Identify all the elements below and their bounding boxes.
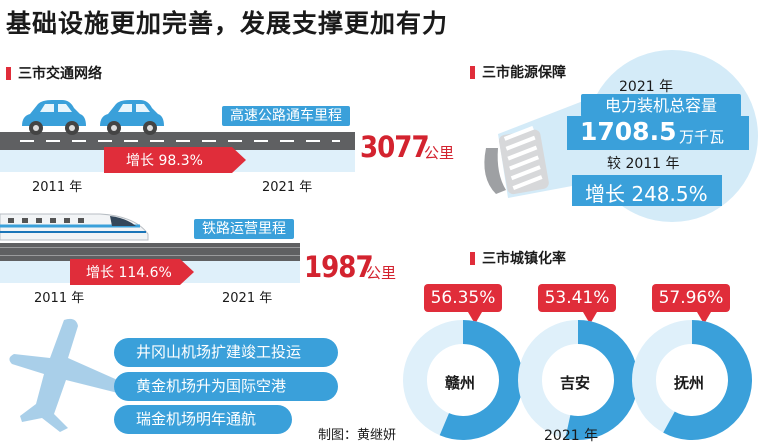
airport-item: 黄金机场升为国际空港 — [114, 372, 338, 401]
compare-label: 较 2011 年 — [607, 156, 680, 172]
railway-label: 铁路运营里程 — [194, 219, 294, 239]
airport-item: 井冈山机场扩建竣工投运 — [114, 338, 338, 367]
railway-growth-arrow — [70, 259, 194, 285]
urbanization-year: 2021 年 — [544, 428, 599, 444]
capacity-unit: 万千瓦 — [679, 128, 725, 146]
energy-year: 2021 年 — [619, 79, 674, 95]
rate-badge-pointer — [583, 312, 597, 324]
railway-value: 1987 — [304, 250, 374, 284]
highway-road — [0, 132, 355, 150]
donut-segment — [439, 320, 523, 440]
car-icon — [100, 100, 164, 135]
airport-item: 瑞金机场明年通航 — [114, 405, 292, 434]
capacity-label: 电力装机总容量 — [581, 94, 741, 117]
highway-unit: 公里 — [424, 144, 455, 162]
section-marker — [470, 252, 475, 265]
highway-value: 3077 — [360, 130, 430, 164]
page-title: 基础设施更加完善，发展支撑更加有力 — [6, 9, 449, 38]
energy-growth: 增长 248.5% — [585, 182, 708, 206]
city-name: 吉安 — [560, 374, 591, 392]
rate-badge: 57.96% — [652, 284, 730, 312]
city-name: 抚州 — [674, 374, 705, 392]
railway-year-end: 2021 年 — [222, 291, 273, 306]
section-marker — [470, 66, 475, 79]
rate-badge-pointer — [697, 312, 711, 324]
credit: 制图：黄继妍 — [318, 428, 397, 443]
rate-badge: 56.35% — [424, 284, 502, 312]
energy-growth-box — [572, 175, 722, 206]
donut-segment — [663, 320, 752, 440]
section-marker — [6, 67, 11, 80]
energy-heading: 三市能源保障 — [482, 65, 566, 81]
car-icon — [22, 100, 86, 135]
railway-growth: 增长 114.6% — [86, 265, 172, 281]
highway-year-start: 2011 年 — [32, 180, 83, 195]
donut-segment — [565, 320, 638, 440]
railway-unit: 公里 — [366, 264, 397, 282]
urbanization-heading: 三市城镇化率 — [482, 251, 566, 267]
traffic-heading: 三市交通网络 — [18, 66, 102, 82]
highway-label: 高速公路通车里程 — [222, 106, 350, 126]
capacity-box — [567, 116, 749, 150]
rate-badge: 53.41% — [538, 284, 616, 312]
railway-year-start: 2011 年 — [34, 291, 85, 306]
rate-badge-pointer — [468, 312, 482, 324]
highway-year-end: 2021 年 — [262, 180, 313, 195]
highway-growth-arrow — [104, 147, 246, 173]
railway-track — [0, 243, 300, 261]
train-icon — [0, 213, 149, 241]
highway-growth: 增长 98.3% — [126, 153, 203, 169]
capacity-value: 1708.5 — [580, 117, 677, 146]
city-name: 赣州 — [445, 374, 476, 392]
airplane-icon — [9, 318, 126, 432]
